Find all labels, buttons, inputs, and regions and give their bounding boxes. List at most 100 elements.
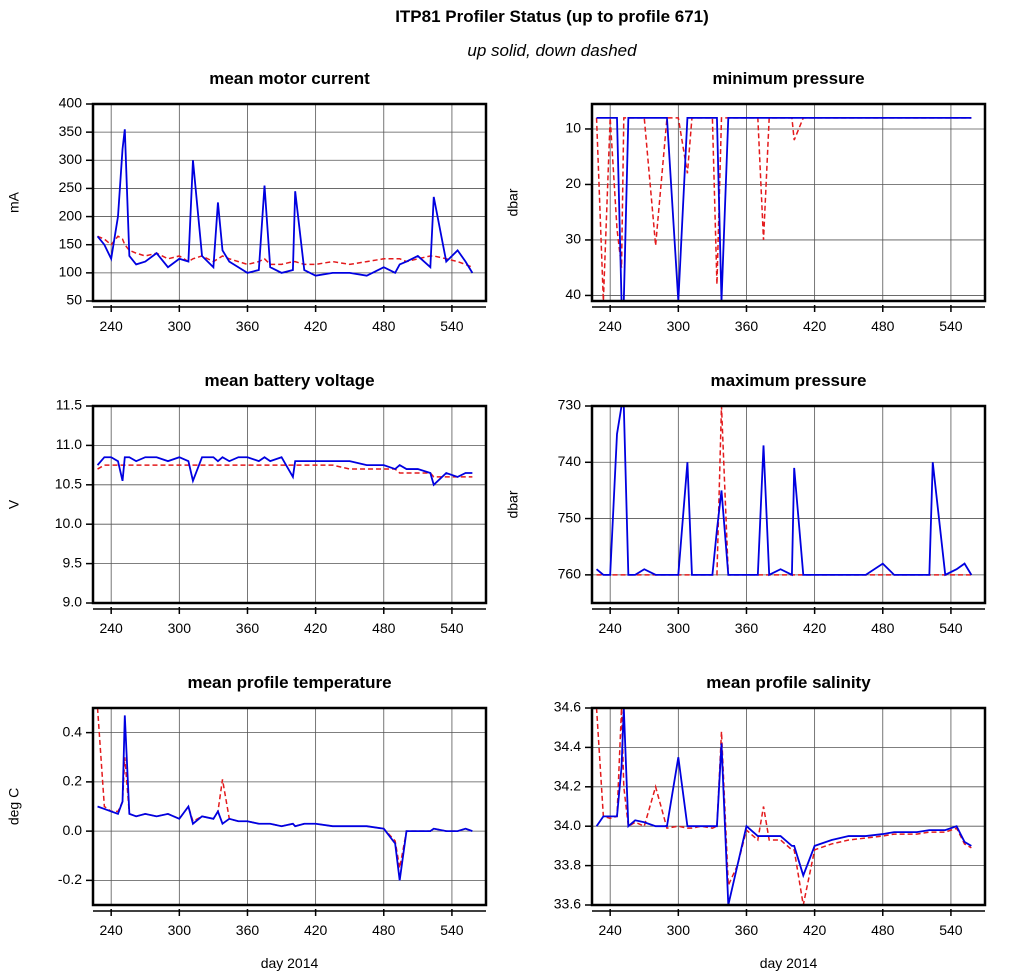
data-line (97, 715, 473, 881)
x-tick-label: 540 (939, 318, 963, 334)
panel: minimum pressure dbar 240 300 360 420 480 540 10… (505, 69, 987, 334)
data-line (596, 406, 972, 576)
x-tick-label: 540 (440, 620, 464, 636)
y-tick-label: 250 (59, 179, 83, 195)
y-tick-label: 9.5 (63, 554, 83, 570)
panel: mean profile salinity day 2014 240 300 360 42… (554, 673, 987, 971)
figure-subtitle: up solid, down dashed (467, 41, 637, 60)
x-tick-label: 360 (236, 620, 260, 636)
panel: mean motor current mA 240 300 360 420 480 540 50… (6, 69, 488, 334)
x-tick-label: 420 (304, 620, 328, 636)
x-tick-label: 300 (667, 318, 691, 334)
x-tick-label: 360 (735, 620, 759, 636)
y-axis-label: V (6, 499, 22, 509)
y-tick-label: 10.0 (55, 515, 82, 531)
panel: mean battery voltage V 240 300 360 420 480 540 9… (6, 371, 488, 636)
x-tick-label: 240 (598, 318, 622, 334)
y-tick-label: 760 (558, 566, 582, 582)
y-tick-label: 9.0 (63, 594, 83, 610)
panel: mean profile temperature deg C day 2014 240… (6, 673, 488, 971)
y-axis-label: dbar (505, 490, 521, 518)
x-tick-label: 300 (168, 922, 192, 938)
x-tick-label: 420 (304, 922, 328, 938)
y-tick-label: 0.0 (63, 822, 83, 838)
plot-area (595, 406, 973, 577)
data-line (97, 464, 473, 478)
data-line (96, 708, 473, 869)
x-tick-label: 240 (99, 318, 123, 334)
y-tick-label: 150 (59, 235, 83, 251)
y-tick-label: 100 (59, 264, 83, 280)
x-axis-label: day 2014 (261, 955, 319, 971)
x-tick-label: 420 (803, 922, 827, 938)
x-tick-label: 360 (735, 318, 759, 334)
y-tick-label: 34.4 (554, 738, 581, 754)
y-tick-label: 730 (558, 397, 582, 413)
plot-frame (590, 404, 987, 605)
y-tick-label: 20 (565, 175, 581, 191)
x-tick-label: 360 (236, 922, 260, 938)
figure-title: ITP81 Profiler Status (up to profile 671… (395, 7, 709, 26)
data-line (97, 235, 473, 268)
x-tick-label: 420 (304, 318, 328, 334)
x-tick-label: 300 (168, 318, 192, 334)
y-tick-label: 11.0 (56, 436, 82, 452)
x-tick-label: 480 (871, 620, 895, 636)
y-tick-label: 300 (59, 151, 83, 167)
x-tick-label: 480 (871, 922, 895, 938)
x-tick-label: 540 (939, 922, 963, 938)
y-tick-label: 11.5 (56, 397, 82, 413)
y-tick-label: 34.0 (554, 817, 581, 833)
x-tick-label: 420 (803, 318, 827, 334)
data-line (595, 117, 972, 301)
y-tick-label: 350 (59, 123, 83, 139)
y-tick-label: 30 (565, 231, 581, 247)
panel-title: minimum pressure (712, 69, 864, 88)
x-tick-label: 360 (735, 922, 759, 938)
x-tick-label: 300 (667, 620, 691, 636)
plot-area (595, 708, 972, 905)
x-tick-label: 540 (939, 620, 963, 636)
x-tick-label: 420 (803, 620, 827, 636)
y-tick-label: 34.2 (554, 778, 581, 794)
y-tick-label: 50 (66, 292, 82, 308)
y-tick-label: 200 (59, 207, 83, 223)
y-tick-label: 750 (558, 509, 582, 525)
y-tick-label: 10 (565, 120, 581, 136)
plot-frame (590, 706, 987, 907)
y-tick-label: 740 (558, 453, 582, 469)
data-line (595, 708, 972, 905)
x-tick-label: 240 (99, 620, 123, 636)
y-tick-label: 10.5 (55, 476, 82, 492)
plot-frame (91, 706, 488, 907)
panel-title: mean profile salinity (706, 673, 871, 692)
x-tick-label: 300 (168, 620, 192, 636)
data-line (96, 129, 474, 277)
y-tick-label: 40 (565, 286, 581, 302)
panel: maximum pressure dbar 240 300 360 420 480 540 73… (505, 371, 987, 636)
plot-area (96, 456, 473, 487)
plot-area (96, 708, 473, 881)
y-tick-label: 34.6 (554, 699, 581, 715)
plot-area (595, 116, 972, 301)
y-tick-label: 33.6 (554, 896, 581, 912)
panel-title: mean battery voltage (204, 371, 374, 390)
data-line (595, 708, 972, 905)
y-tick-label: 0.2 (63, 773, 83, 789)
panel-title: maximum pressure (711, 371, 867, 390)
data-line (96, 456, 473, 487)
y-axis-label: mA (6, 191, 22, 213)
y-axis-label: deg C (6, 788, 22, 825)
y-axis-label: dbar (505, 188, 521, 216)
data-line (596, 116, 972, 301)
x-tick-label: 480 (871, 318, 895, 334)
y-tick-label: -0.2 (58, 871, 82, 887)
plot-area (96, 129, 474, 277)
x-tick-label: 480 (372, 922, 396, 938)
x-tick-label: 300 (667, 922, 691, 938)
x-tick-label: 480 (372, 620, 396, 636)
y-tick-label: 400 (59, 95, 83, 111)
y-tick-label: 0.4 (63, 723, 83, 739)
plot-frame (91, 404, 488, 605)
